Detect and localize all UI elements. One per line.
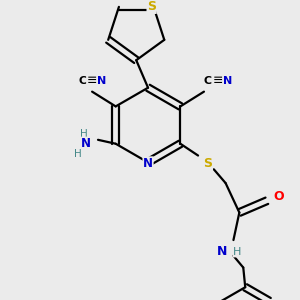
- Text: H: H: [80, 129, 88, 139]
- Text: C: C: [204, 76, 212, 86]
- Text: N: N: [97, 76, 106, 86]
- Text: ≡: ≡: [87, 74, 98, 87]
- Text: C: C: [78, 76, 86, 86]
- Text: N: N: [143, 157, 153, 170]
- Text: H: H: [74, 148, 82, 159]
- Text: N: N: [217, 245, 227, 258]
- Text: S: S: [203, 157, 212, 170]
- Text: S: S: [147, 0, 156, 14]
- Text: H: H: [233, 247, 242, 257]
- Text: O: O: [273, 190, 284, 203]
- Text: N: N: [81, 137, 91, 150]
- Text: N: N: [223, 76, 232, 86]
- Text: ≡: ≡: [212, 74, 223, 87]
